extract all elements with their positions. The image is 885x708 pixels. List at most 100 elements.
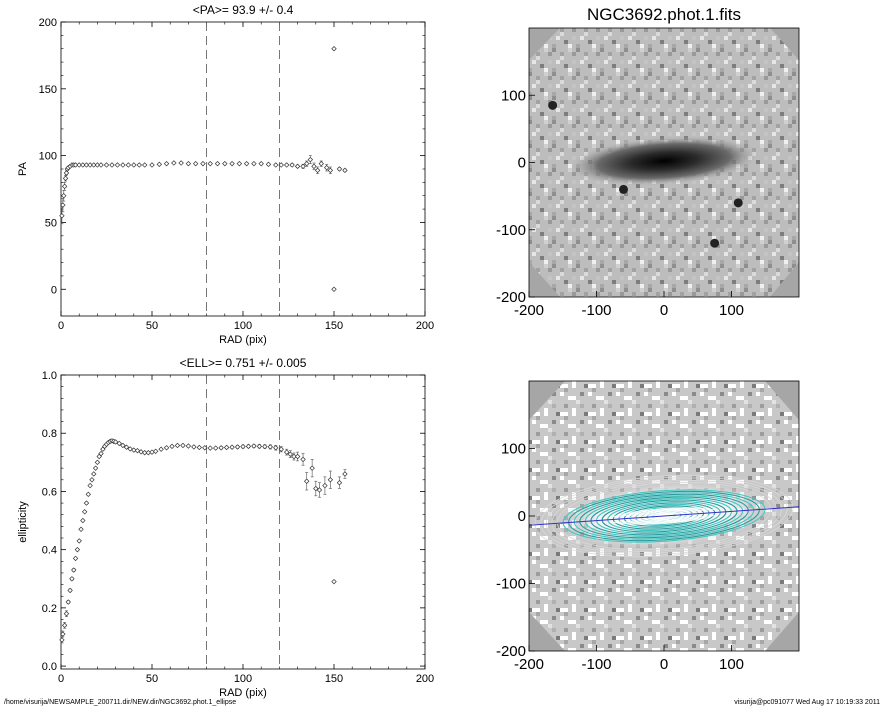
x-tick-label: -100 — [581, 302, 611, 319]
data-point — [318, 160, 324, 167]
galaxy-blob — [569, 136, 759, 186]
data-point — [265, 161, 272, 168]
data-point — [142, 162, 148, 168]
data-point — [213, 445, 219, 451]
x-tick-label: -200 — [514, 302, 544, 319]
y-tick-label: 100 — [501, 441, 526, 458]
data-point — [287, 451, 294, 457]
data-point — [149, 162, 155, 168]
data-point — [262, 443, 268, 450]
ellipse-overlay-panel: -200 -100 0 100 -200 -100 0 100 — [496, 380, 800, 673]
data-point — [304, 478, 310, 484]
data-point — [291, 453, 297, 460]
data-point — [152, 448, 159, 454]
data-point — [311, 163, 317, 170]
data-point — [65, 599, 71, 605]
data-point — [240, 443, 246, 450]
data-point — [136, 162, 142, 168]
data-point — [331, 578, 337, 585]
y-tick-label: 200 — [39, 17, 57, 29]
x-tick-label: 0 — [660, 656, 668, 673]
x-tick-label: -100 — [581, 656, 611, 673]
data-point — [169, 443, 175, 450]
data-point — [69, 576, 75, 582]
data-point — [185, 160, 192, 167]
data-point — [200, 160, 206, 167]
pa-plot-frame — [60, 21, 426, 317]
data-point — [180, 442, 186, 449]
x-tick-label: 0 — [660, 302, 668, 319]
data-point — [94, 459, 101, 466]
data-point — [300, 163, 306, 170]
data-point — [331, 46, 337, 52]
pa-ylabel: PA — [17, 161, 29, 176]
data-point — [76, 162, 82, 168]
y-tick-label: -100 — [496, 576, 526, 593]
data-point — [91, 162, 97, 168]
data-point — [103, 162, 110, 168]
data-point — [283, 449, 290, 455]
ell-plot-frame — [60, 374, 426, 670]
data-point — [251, 443, 257, 449]
data-point — [74, 546, 81, 553]
y-tick-label: 0.2 — [42, 603, 57, 615]
x-tick-label: 200 — [416, 673, 434, 685]
x-tick-label: 0 — [58, 320, 64, 332]
pa-data-points — [59, 46, 348, 292]
data-point — [289, 162, 295, 168]
data-point — [243, 160, 250, 167]
data-point — [94, 162, 101, 168]
data-point — [114, 162, 121, 168]
x-tick-label: 100 — [234, 320, 252, 332]
ell-title: <ELL>= 0.751 +/- 0.005 — [180, 356, 307, 370]
data-point — [278, 446, 284, 452]
data-point — [72, 162, 79, 168]
data-point — [218, 445, 224, 451]
data-point — [214, 160, 221, 167]
y-tick-label: 100 — [39, 151, 57, 163]
data-point — [123, 444, 130, 450]
data-point — [196, 444, 203, 451]
data-point — [63, 610, 70, 617]
ell-data-points — [59, 438, 348, 644]
pa-profile-panel: 0 50 100 150 200 0 50 100 150 200 <PA>= 93.9 +/- … — [17, 3, 434, 346]
ell-xlabel: RAD (pix) — [219, 687, 267, 699]
x-tick-label: 0 — [58, 673, 64, 685]
data-point — [59, 637, 65, 643]
x-tick-label: 100 — [234, 673, 252, 685]
data-point — [138, 449, 144, 455]
data-point — [120, 442, 126, 449]
fits-axis-ticks: -200 -100 0 100 -200 -100 0 100 — [496, 87, 744, 319]
data-point — [98, 450, 104, 457]
data-point — [131, 162, 137, 168]
x-tick-label: 100 — [719, 656, 744, 673]
data-point — [278, 162, 284, 168]
ell-ylabel: ellipticity — [17, 501, 29, 543]
data-point — [71, 567, 77, 573]
data-point — [156, 161, 162, 168]
data-point — [63, 170, 70, 176]
data-point — [178, 160, 184, 166]
y-tick-label: 1.0 — [42, 370, 57, 382]
data-point — [87, 162, 93, 168]
y-tick-label: -100 — [496, 222, 526, 239]
data-point — [207, 445, 213, 451]
data-point — [273, 162, 279, 168]
y-tick-label: 150 — [39, 84, 57, 96]
data-point — [131, 447, 137, 453]
fits-image-panel: -200 -100 0 100 -200 -100 0 100 NGC3692.phot.1.… — [496, 5, 800, 319]
data-point — [234, 444, 241, 450]
fits-title: NGC3692.phot.1.fits — [587, 5, 741, 24]
y-tick-label: 0.8 — [42, 428, 57, 440]
data-point — [91, 471, 97, 477]
data-point — [89, 477, 95, 483]
data-point — [78, 526, 84, 532]
data-point — [80, 517, 86, 524]
data-point — [61, 193, 67, 199]
data-point — [60, 202, 66, 208]
data-point — [87, 482, 93, 489]
data-point — [229, 160, 235, 167]
data-point — [158, 446, 164, 452]
data-point — [83, 162, 90, 168]
